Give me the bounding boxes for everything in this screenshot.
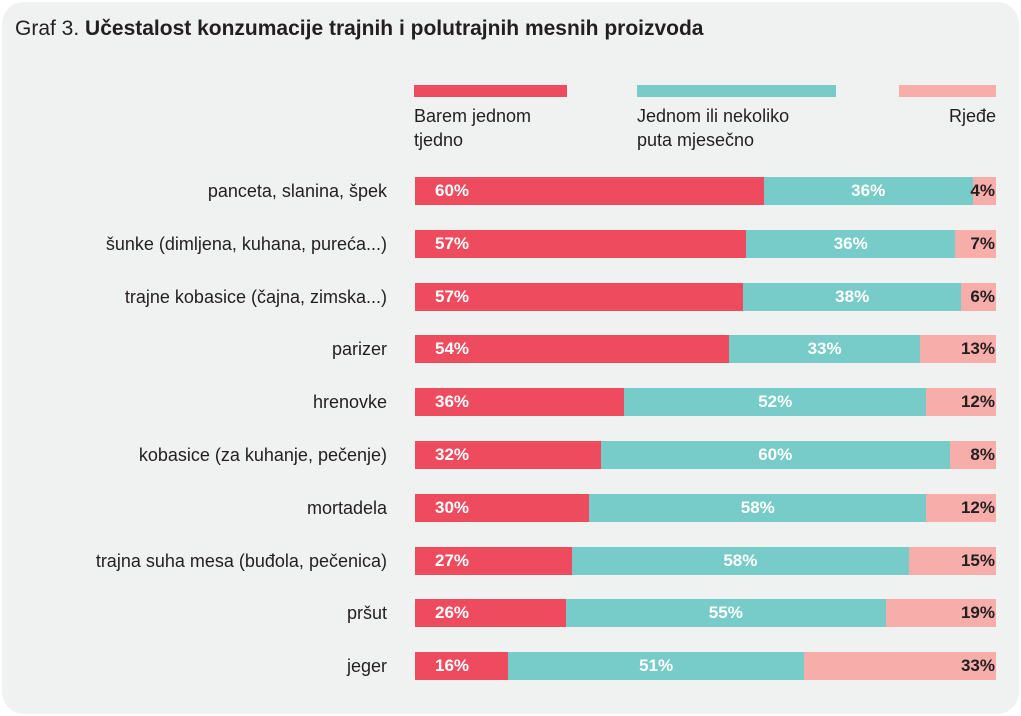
bar-value-label: 38% (835, 286, 870, 306)
chart-title: Graf 3. Učestalost konzumacije trajnih i… (15, 17, 704, 41)
bar-segment (961, 282, 996, 311)
bar-value-label: 4% (970, 181, 995, 200)
bar-segment (415, 282, 743, 311)
bar-value-label: 57% (435, 233, 470, 253)
bar-segment (415, 335, 729, 364)
bar-segment (955, 229, 996, 258)
bar-segment (415, 177, 764, 205)
bar-value-label: 26% (435, 603, 470, 623)
bar-value-label: 27% (435, 550, 470, 570)
bar-value-label: 52% (758, 392, 793, 412)
category-label: trajna suha mesa (buđola, pečenica) (95, 550, 387, 571)
bar-segment (415, 441, 601, 469)
bar-value-label: 36% (851, 181, 886, 200)
legend-label-line: Barem jednom (414, 106, 532, 126)
bar-segment (949, 441, 996, 469)
bar-value-label: 60% (758, 445, 793, 464)
legend-label-line: puta mjesečno (637, 130, 755, 150)
bar-value-label: 16% (435, 656, 470, 676)
category-label: parizer (331, 339, 387, 360)
bar-segment (589, 493, 927, 522)
bar-value-label: 58% (723, 550, 758, 570)
bar-segment (908, 546, 996, 575)
bar-segment (571, 546, 909, 575)
category-label: kobasice (za kuhanje, pečenje) (138, 445, 387, 465)
category-label: pršut (346, 603, 387, 624)
legend-label-line: Jednom ili nekoliko (637, 106, 790, 126)
bar-segment (926, 493, 996, 522)
category-label: hrenovke (312, 392, 387, 413)
bar-segment (742, 282, 962, 311)
legend-label-line: Rjeđe (948, 106, 996, 126)
bar-value-label: 30% (435, 497, 470, 517)
bar-segment (415, 493, 590, 522)
legend-label-2: Jednom ili nekoliko puta mjesečno (637, 104, 789, 152)
bar-value-label: 60% (435, 181, 470, 200)
bar-value-label: 32% (435, 445, 470, 464)
bar-value-label: 6% (970, 286, 995, 306)
bar-value-label: 7% (970, 233, 995, 253)
bar-value-label: 33% (960, 656, 995, 676)
category-label: jeger (346, 656, 387, 677)
bar-segment (885, 599, 996, 628)
bar-value-label: 55% (708, 603, 743, 623)
chart-title-prefix: Graf 3. (15, 17, 80, 40)
bar-value-label: 12% (960, 392, 995, 412)
category-label: šunke (dimljena, kuhana, pureća...) (105, 233, 387, 254)
legend-label-1: Barem jednom tjedno (414, 104, 531, 152)
bar-value-label: 8% (970, 445, 995, 464)
bar-value-label: 36% (435, 392, 470, 412)
legend-label-line: tjedno (414, 130, 464, 150)
bar-value-label: 15% (960, 550, 995, 570)
bar-value-label: 33% (807, 339, 842, 359)
bar-segment (415, 652, 508, 681)
bar-value-label: 36% (833, 233, 868, 253)
chart-title-main: Učestalost konzumacije trajnih i polutra… (85, 17, 704, 40)
category-label: panceta, slanina, špek (207, 181, 387, 201)
legend-swatch-3 (899, 85, 996, 97)
bar-segment (415, 388, 625, 417)
bar-value-label: 51% (639, 656, 674, 676)
bar-segment (728, 335, 921, 364)
legend-swatch-1 (414, 85, 567, 97)
bar-segment (920, 335, 996, 364)
bar-segment (624, 388, 927, 417)
bar-segment (600, 441, 950, 469)
bar-value-label: 13% (960, 339, 995, 359)
category-label: trajne kobasice (čajna, zimska...) (124, 286, 387, 307)
bar-segment (415, 599, 567, 628)
bar-segment (415, 229, 747, 258)
bar-segment (746, 229, 956, 258)
bar-segment (507, 652, 805, 681)
bar-value-label: 54% (435, 339, 470, 359)
bar-value-label: 19% (960, 603, 995, 623)
legend-label-3: Rjeđe (949, 104, 996, 128)
bar-segment (763, 177, 973, 205)
bar-segment (972, 177, 996, 205)
bar-value-label: 12% (960, 497, 995, 517)
bar-segment (566, 599, 886, 628)
category-label: mortadela (306, 497, 387, 518)
legend-swatch-2 (637, 85, 836, 97)
bar-segment (415, 546, 572, 575)
bar-value-label: 57% (435, 286, 470, 306)
bar-value-label: 58% (740, 497, 775, 517)
bar-segment (926, 388, 996, 417)
bar-segment (804, 652, 996, 681)
